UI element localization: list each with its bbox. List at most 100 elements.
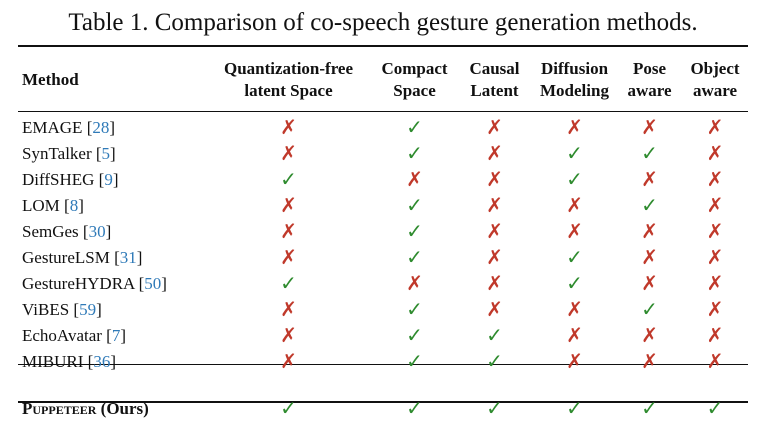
header-pose-aware: Pose aware <box>627 59 672 100</box>
check-mark-icon: ✓ <box>486 323 503 347</box>
header-quantization-free: Quantization-free latent Space <box>223 59 354 100</box>
method-name: SynTalker [5] <box>22 144 116 163</box>
cross-mark-icon: ✗ <box>406 271 423 295</box>
table-row: DiffSHEG [9] ✓ ✗ ✗ ✓ ✗ ✗ <box>18 167 748 193</box>
method-name: EchoAvatar [7] <box>22 326 127 345</box>
cross-mark-icon: ✗ <box>706 271 724 295</box>
cell-mark: ✓ <box>682 389 748 429</box>
cell-mark: ✗ <box>457 193 532 219</box>
cell-mark: ✗ <box>532 349 617 375</box>
top-rule <box>18 45 748 47</box>
citation-link[interactable]: 5 <box>101 144 111 163</box>
citation-link[interactable]: 36 <box>93 352 111 371</box>
citation-link[interactable]: 7 <box>111 326 121 345</box>
check-mark-icon: ✓ <box>641 193 658 217</box>
cell-mark: ✗ <box>457 141 532 167</box>
citation-link[interactable]: 28 <box>92 118 110 137</box>
cell-mark: ✗ <box>457 271 532 297</box>
cell-mark: ✗ <box>682 297 748 323</box>
citation-link[interactable]: 8 <box>69 196 79 215</box>
check-mark-icon: ✓ <box>406 245 423 269</box>
check-mark-icon: ✓ <box>406 219 423 243</box>
cross-mark-icon: ✗ <box>486 141 503 165</box>
citation-link[interactable]: 30 <box>88 222 106 241</box>
cell-mark: ✗ <box>532 115 617 141</box>
check-mark-icon: ✓ <box>566 271 583 295</box>
cross-mark-icon: ✗ <box>280 193 297 217</box>
cell-mark: ✗ <box>682 349 748 375</box>
check-mark-icon: ✓ <box>641 396 658 420</box>
cell-mark: ✓ <box>457 389 532 429</box>
cell-mark: ✓ <box>457 323 532 349</box>
cell-mark: ✗ <box>205 297 372 323</box>
header-diffusion-modeling: Diffusion Modeling <box>540 59 609 100</box>
cross-mark-icon: ✗ <box>280 349 297 373</box>
cross-mark-icon: ✗ <box>486 245 503 269</box>
cross-mark-icon: ✗ <box>706 219 724 243</box>
method-name: GestureLSM [31] <box>22 248 143 267</box>
cross-mark-icon: ✗ <box>641 219 658 243</box>
cell-mark: ✗ <box>682 219 748 245</box>
table-row: SemGes [30] ✗ ✓ ✗ ✗ ✗ ✗ <box>18 219 748 245</box>
cell-mark: ✗ <box>205 115 372 141</box>
table-row: EchoAvatar [7] ✗ ✓ ✓ ✗ ✗ ✗ <box>18 323 748 349</box>
cell-mark: ✓ <box>617 141 682 167</box>
cross-mark-icon: ✗ <box>641 115 658 139</box>
method-name: MIBURI [36] <box>22 352 116 371</box>
check-mark-icon: ✓ <box>406 115 423 139</box>
citation-link[interactable]: 50 <box>144 274 162 293</box>
check-mark-icon: ✓ <box>406 396 423 420</box>
check-mark-icon: ✓ <box>641 297 658 321</box>
citation-link[interactable]: 31 <box>119 248 137 267</box>
cell-mark: ✗ <box>617 245 682 271</box>
check-mark-icon: ✓ <box>280 396 297 420</box>
header-causal-latent: Causal Latent <box>469 59 520 100</box>
ours-row: Puppeteer (Ours) ✓ ✓ ✓ ✓ ✓ ✓ <box>18 389 748 429</box>
cross-mark-icon: ✗ <box>486 297 503 321</box>
cross-mark-icon: ✗ <box>280 219 297 243</box>
cell-mark: ✗ <box>457 115 532 141</box>
table-row: EMAGE [28] ✗ ✓ ✗ ✗ ✗ ✗ <box>18 115 748 141</box>
cross-mark-icon: ✗ <box>706 349 724 373</box>
check-mark-icon: ✓ <box>641 141 658 165</box>
table-row: GestureLSM [31] ✗ ✓ ✗ ✓ ✗ ✗ <box>18 245 748 271</box>
cross-mark-icon: ✗ <box>486 193 503 217</box>
method-name: ViBES [59] <box>22 300 102 319</box>
cell-mark: ✗ <box>682 167 748 193</box>
cell-mark: ✗ <box>682 323 748 349</box>
cell-mark: ✓ <box>205 271 372 297</box>
method-name: SemGes [30] <box>22 222 112 241</box>
cross-mark-icon: ✗ <box>280 141 297 165</box>
table-row: MIBURI [36] ✗ ✓ ✓ ✗ ✗ ✗ <box>18 349 748 375</box>
method-name: EMAGE [28] <box>22 118 116 137</box>
cross-mark-icon: ✗ <box>641 323 658 347</box>
cell-mark: ✗ <box>457 167 532 193</box>
citation-link[interactable]: 9 <box>104 170 113 189</box>
cell-mark: ✗ <box>372 167 457 193</box>
cell-mark: ✓ <box>532 245 617 271</box>
cell-mark: ✗ <box>372 271 457 297</box>
cell-mark: ✓ <box>205 167 372 193</box>
cell-mark: ✓ <box>372 297 457 323</box>
cell-mark: ✓ <box>457 349 532 375</box>
cell-mark: ✗ <box>532 193 617 219</box>
check-mark-icon: ✓ <box>406 349 423 373</box>
cross-mark-icon: ✗ <box>706 115 724 139</box>
bottom-rule <box>18 401 748 403</box>
cell-mark: ✓ <box>372 141 457 167</box>
check-mark-icon: ✓ <box>406 323 423 347</box>
ours-separator-rule <box>18 364 748 365</box>
method-name: GestureHYDRA [50] <box>22 274 167 293</box>
comparison-table: Method Quantization-free latent Space Co… <box>18 57 748 429</box>
cell-mark: ✓ <box>372 219 457 245</box>
cell-mark: ✓ <box>372 115 457 141</box>
cell-mark: ✗ <box>682 245 748 271</box>
check-mark-icon: ✓ <box>566 167 583 191</box>
cross-mark-icon: ✗ <box>641 167 658 191</box>
header-compact-space: Compact Space <box>381 59 448 100</box>
header-method: Method <box>22 70 79 89</box>
cell-mark: ✓ <box>372 389 457 429</box>
cross-mark-icon: ✗ <box>280 323 297 347</box>
citation-link[interactable]: 59 <box>79 300 97 319</box>
cell-mark: ✗ <box>205 193 372 219</box>
